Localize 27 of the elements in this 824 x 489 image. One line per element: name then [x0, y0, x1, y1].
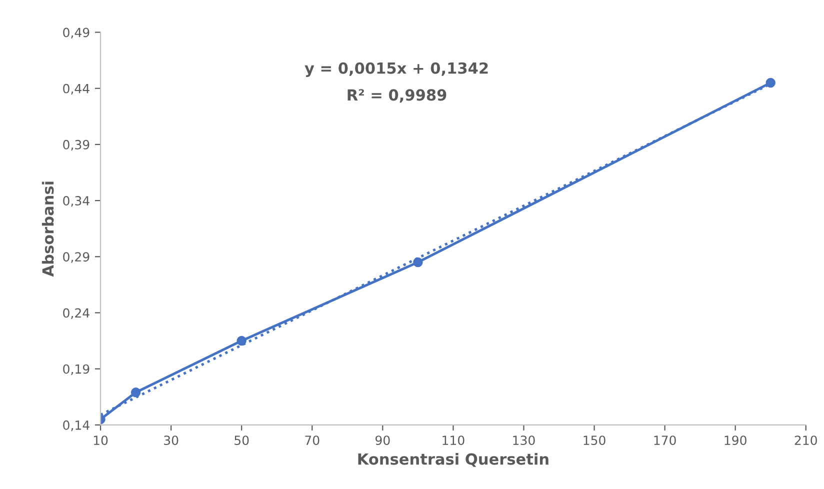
x-tick-label: 130	[513, 436, 535, 446]
point	[413, 257, 423, 268]
y-tick-label: 0,29	[63, 252, 90, 263]
annotation: y = 0,0015x + 0,1342	[304, 62, 488, 77]
y-tick-label: 0,49	[63, 28, 90, 38]
x-tick-label: 190	[724, 436, 746, 446]
x-tick-label: 10	[94, 436, 108, 446]
y-tick-label: 0,19	[63, 364, 90, 376]
x-tick-label: 90	[376, 436, 390, 446]
y-axis-title: Absorbansi	[42, 182, 54, 277]
x-axis-title: Konsentrasi Quersetin	[358, 453, 548, 467]
x-tick-label: 30	[164, 436, 178, 446]
x-tick-label: 110	[442, 436, 464, 446]
point	[130, 388, 141, 398]
y-tick-label: 0,34	[63, 196, 90, 207]
x-tick-label: 170	[654, 436, 676, 446]
x-tick-label: 210	[794, 436, 817, 446]
y-tick-label: 0,44	[63, 84, 90, 95]
x-tick-label: 50	[234, 436, 249, 446]
x-tick-label: 150	[584, 436, 606, 446]
y-tick-label: 0,39	[63, 140, 90, 151]
y-tick-label: 0,24	[63, 308, 90, 319]
y-tick-label: 0,14	[63, 420, 90, 432]
annotation: R² = 0,9989	[348, 89, 446, 103]
point	[766, 78, 776, 88]
x-tick-label: 70	[305, 436, 320, 446]
point	[236, 336, 246, 346]
